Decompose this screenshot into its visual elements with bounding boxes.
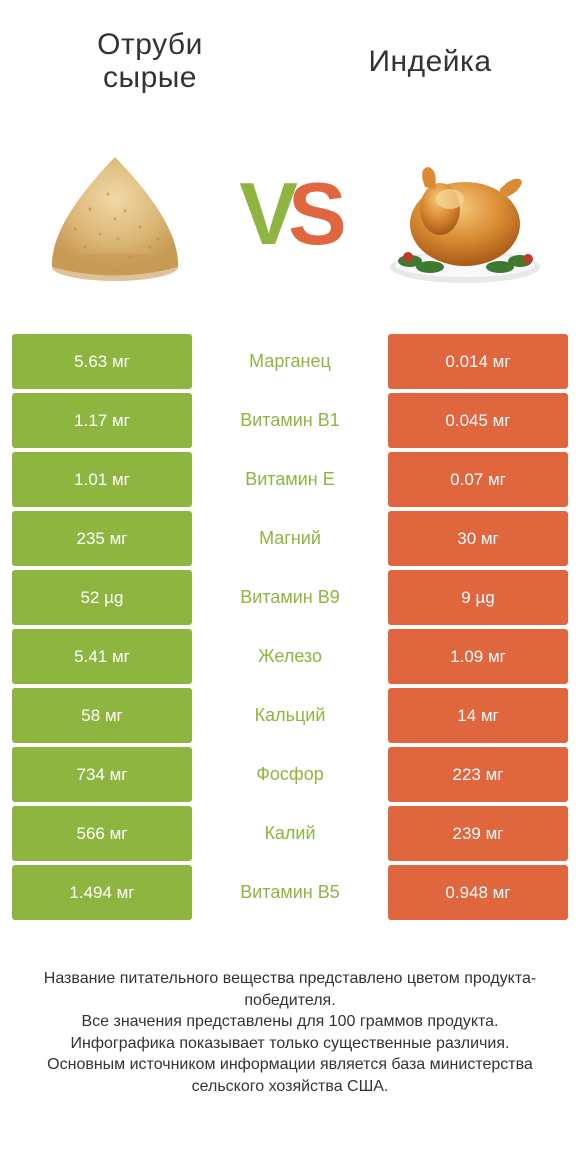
value-left: 5.63 мг	[12, 334, 192, 389]
table-row: 58 мгКальций14 мг	[12, 688, 568, 743]
value-left: 734 мг	[12, 747, 192, 802]
hero-row: VS	[0, 104, 580, 334]
vs-v: V	[239, 163, 292, 265]
table-row: 566 мгКалий239 мг	[12, 806, 568, 861]
vs-s: S	[288, 163, 341, 265]
table-row: 1.494 мгВитамин B50.948 мг	[12, 865, 568, 920]
nutrient-label: Витамин B5	[192, 865, 388, 920]
value-right: 30 мг	[388, 511, 568, 566]
table-row: 1.01 мгВитамин E0.07 мг	[12, 452, 568, 507]
nutrient-label: Фосфор	[192, 747, 388, 802]
value-left: 1.494 мг	[12, 865, 192, 920]
table-row: 1.17 мгВитамин B10.045 мг	[12, 393, 568, 448]
table-row: 5.41 мгЖелезо1.09 мг	[12, 629, 568, 684]
turkey-image	[380, 139, 550, 289]
value-right: 239 мг	[388, 806, 568, 861]
value-right: 9 µg	[388, 570, 568, 625]
product-right-title: Индейка	[330, 45, 530, 78]
value-right: 0.014 мг	[388, 334, 568, 389]
value-right: 223 мг	[388, 747, 568, 802]
bran-image	[30, 139, 200, 289]
value-left: 566 мг	[12, 806, 192, 861]
product-left-title: Отруби сырые	[50, 28, 250, 94]
nutrient-label: Кальций	[192, 688, 388, 743]
footer-line: Все значения представлены для 100 граммо…	[24, 1011, 556, 1033]
nutrient-label: Марганец	[192, 334, 388, 389]
nutrient-label: Калий	[192, 806, 388, 861]
table-row: 52 µgВитамин B99 µg	[12, 570, 568, 625]
table-row: 235 мгМагний30 мг	[12, 511, 568, 566]
value-right: 1.09 мг	[388, 629, 568, 684]
value-left: 52 µg	[12, 570, 192, 625]
nutrient-label: Витамин B1	[192, 393, 388, 448]
value-right: 0.948 мг	[388, 865, 568, 920]
value-right: 14 мг	[388, 688, 568, 743]
nutrient-label: Магний	[192, 511, 388, 566]
value-left: 5.41 мг	[12, 629, 192, 684]
footer-notes: Название питательного вещества представл…	[0, 924, 580, 1098]
table-row: 734 мгФосфор223 мг	[12, 747, 568, 802]
footer-line: Основным источником информации является …	[24, 1054, 556, 1097]
value-right: 0.07 мг	[388, 452, 568, 507]
value-left: 235 мг	[12, 511, 192, 566]
nutrient-label: Витамин B9	[192, 570, 388, 625]
comparison-table: 5.63 мгМарганец0.014 мг1.17 мгВитамин B1…	[0, 334, 580, 920]
nutrient-label: Витамин E	[192, 452, 388, 507]
value-left: 1.01 мг	[12, 452, 192, 507]
nutrient-label: Железо	[192, 629, 388, 684]
titles-row: Отруби сырые Индейка	[0, 0, 580, 104]
footer-line: Инфографика показывает только существенн…	[24, 1033, 556, 1055]
value-left: 58 мг	[12, 688, 192, 743]
value-left: 1.17 мг	[12, 393, 192, 448]
table-row: 5.63 мгМарганец0.014 мг	[12, 334, 568, 389]
value-right: 0.045 мг	[388, 393, 568, 448]
footer-line: Название питательного вещества представл…	[24, 968, 556, 1011]
vs-label: VS	[239, 163, 340, 265]
